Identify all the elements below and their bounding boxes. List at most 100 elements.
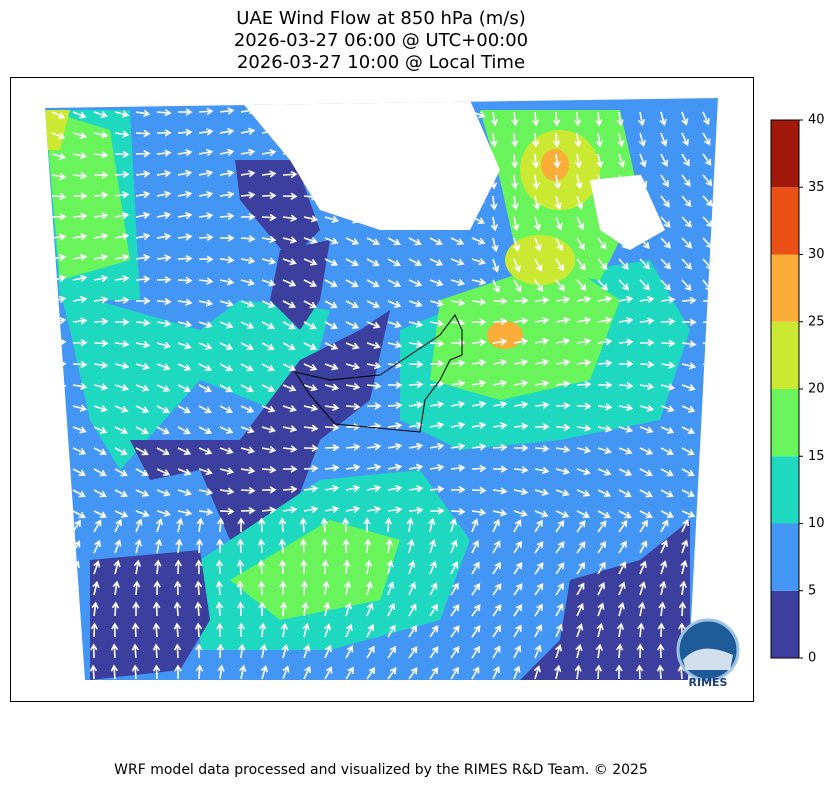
wind-arrow	[513, 540, 522, 554]
wind-arrow	[576, 359, 592, 367]
wind-arrow	[198, 508, 214, 516]
wind-arrow	[681, 279, 692, 292]
wind-arrow	[408, 320, 424, 328]
wind-arrow	[324, 403, 340, 411]
logo: RIMES	[676, 618, 740, 689]
wind-arrow	[303, 384, 318, 392]
wind-arrow	[194, 622, 203, 638]
wind-arrow	[555, 541, 565, 554]
wind-arrow	[156, 149, 172, 157]
wind-arrow	[345, 237, 360, 245]
wind-arrow	[450, 539, 458, 554]
wind-arrow	[364, 559, 373, 575]
wind-arrow	[491, 237, 499, 253]
wind-arrow	[597, 520, 607, 533]
wind-arrow	[387, 463, 403, 471]
wind-arrow	[152, 601, 161, 617]
wind-arrow	[429, 195, 443, 204]
wind-arrow	[215, 601, 224, 617]
wind-arrow	[282, 279, 297, 287]
wind-arrow	[638, 601, 646, 617]
wind-arrow	[660, 539, 668, 554]
wind-arrow	[554, 195, 562, 211]
wind-arrow	[408, 506, 424, 514]
wind-arrow	[240, 321, 255, 329]
wind-arrow	[345, 194, 361, 202]
title-line: 2026-03-27 06:00 @ UTC+00:00	[234, 30, 528, 51]
wind-arrow	[236, 559, 245, 575]
wind-arrow	[639, 426, 654, 434]
wind-arrow	[156, 405, 170, 414]
wind-arrow	[450, 464, 466, 472]
wind-arrow	[635, 664, 644, 680]
wind-arrow	[113, 559, 121, 575]
wind-arrow	[324, 623, 332, 638]
wind-arrow	[282, 236, 298, 244]
wind-arrow	[492, 645, 501, 659]
wind-arrow	[681, 510, 696, 518]
wind-arrow	[616, 643, 624, 659]
wind-arrow	[660, 195, 670, 208]
wind-arrow	[51, 213, 67, 221]
wind-arrow	[282, 384, 297, 392]
wind-arrow	[533, 216, 541, 231]
wind-arrow	[429, 464, 445, 472]
wind-arrow	[93, 426, 108, 434]
wind-arrow	[219, 447, 234, 455]
wind-arrow	[387, 442, 403, 451]
wind-arrow	[365, 580, 373, 596]
wind-arrow	[618, 581, 626, 596]
wind-arrow	[471, 561, 480, 575]
wind-arrow	[282, 405, 297, 413]
wind-arrow	[681, 195, 692, 208]
wind-arrow	[534, 258, 543, 272]
wind-arrow	[618, 540, 627, 554]
wind-arrow	[219, 148, 235, 156]
wind-arrow	[597, 447, 612, 455]
wind-arrow	[511, 195, 519, 211]
wind-arrow	[282, 192, 298, 200]
wind-arrow	[324, 128, 340, 136]
wind-arrow	[555, 423, 571, 432]
wind-arrow	[408, 153, 423, 161]
wind-arrow	[511, 174, 519, 190]
wind-arrow	[512, 216, 520, 232]
wind-arrow	[324, 383, 340, 391]
wind-arrow	[219, 405, 233, 414]
wind-arrow	[345, 107, 361, 115]
wind-arrow	[639, 339, 655, 347]
wind-arrow	[429, 507, 445, 515]
wind-arrows	[48, 106, 718, 680]
wind-arrow	[321, 538, 329, 554]
wind-arrow	[135, 149, 151, 158]
wind-arrow	[177, 108, 193, 116]
wind-arrow	[408, 237, 422, 246]
wind-arrow	[366, 624, 375, 638]
wind-arrow	[281, 643, 289, 659]
wind-arrow	[240, 256, 256, 265]
wind-arrow	[216, 643, 225, 659]
wind-arrow	[279, 580, 287, 596]
wind-arrow	[513, 401, 529, 409]
wind-arrow	[131, 664, 140, 680]
wind-arrow	[303, 237, 318, 245]
wind-arrow	[555, 279, 565, 292]
wind-arrow	[618, 317, 634, 325]
wind-arrow	[366, 463, 382, 472]
wind-arrow	[552, 132, 561, 148]
wind-arrow	[260, 665, 268, 680]
wind-arrow	[534, 624, 543, 638]
wind-arrow	[639, 468, 653, 477]
wind-arrow	[555, 623, 563, 638]
wind-arrow	[450, 258, 465, 266]
wind-arrow	[597, 561, 606, 575]
wind-arrow	[240, 278, 255, 286]
wind-arrow	[114, 232, 130, 240]
wind-arrow	[660, 216, 671, 228]
wind-arrow	[198, 405, 212, 414]
wind-arrow	[177, 211, 193, 220]
wind-arrow	[324, 363, 339, 371]
field-patch	[430, 260, 620, 400]
wind-arrow	[450, 278, 465, 286]
